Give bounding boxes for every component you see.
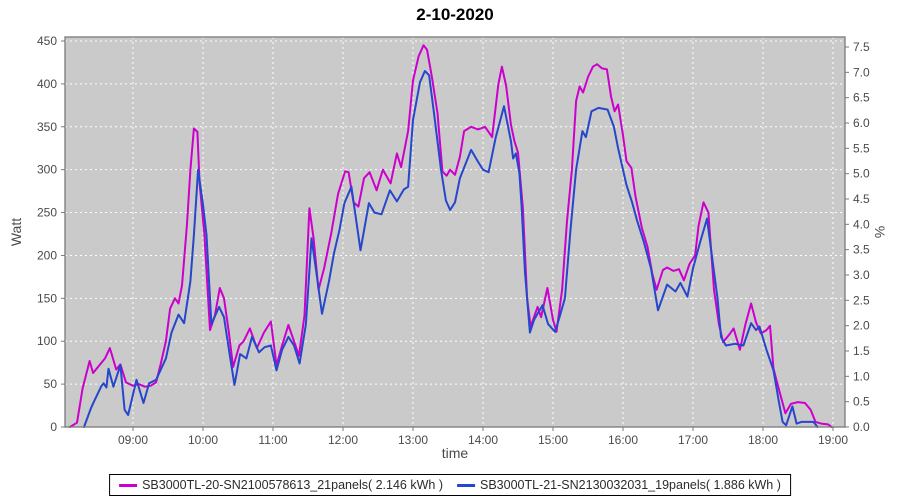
legend-entry-sb3000tl-21: SB3000TL-21-SN2130032031_19panels( 1.886… — [457, 478, 781, 492]
watt-tick-label: 0 — [50, 420, 57, 434]
pct-tick-label: 6.0 — [853, 116, 870, 130]
watt-tick-label: 250 — [37, 206, 57, 220]
pct-tick-label: 3.5 — [853, 243, 870, 257]
series-line-0 — [69, 44, 833, 428]
watt-tick-label: 50 — [44, 377, 58, 391]
watt-tick-label: 200 — [37, 248, 57, 262]
watt-tick-label: 150 — [37, 291, 57, 305]
pct-tick-label: 2.0 — [853, 319, 870, 333]
legend-line-swatch-blue — [457, 483, 475, 487]
pct-tick-label: 5.0 — [853, 167, 870, 181]
left-axis-label: Watt — [8, 217, 24, 247]
pct-tick-label: 7.0 — [853, 65, 870, 79]
time-tick-label: 15:00 — [538, 433, 568, 447]
time-tick-label: 17:00 — [678, 433, 708, 447]
pct-tick-label: 0.5 — [853, 395, 870, 409]
plot-border — [64, 36, 846, 428]
pct-tick-label: 5.5 — [853, 141, 870, 155]
chart-title: 2-10-2020 — [416, 5, 494, 24]
legend-entry-label: SB3000TL-21-SN2130032031_19panels( 1.886… — [480, 478, 781, 492]
watt-tick-label: 450 — [37, 34, 57, 48]
time-tick-label: 19:00 — [818, 433, 848, 447]
plot-area — [65, 37, 845, 427]
legend-entry-sb3000tl-20: SB3000TL-20-SN2100578613_21panels( 2.146… — [119, 478, 443, 492]
watt-tick-label: 300 — [37, 163, 57, 177]
pct-tick-label: 4.0 — [853, 217, 870, 231]
right-axis-label: % — [872, 225, 888, 239]
time-tick-label: 18:00 — [748, 433, 778, 447]
time-tick-label: 10:00 — [188, 433, 218, 447]
watt-tick-label: 400 — [37, 77, 57, 91]
pct-tick-label: 3.0 — [853, 268, 870, 282]
series-line-1 — [83, 70, 819, 428]
time-tick-label: 12:00 — [328, 433, 358, 447]
legend-entry-label: SB3000TL-20-SN2100578613_21panels( 2.146… — [142, 478, 443, 492]
legend-line-swatch-magenta — [119, 483, 138, 487]
pct-tick-label: 7.5 — [853, 40, 870, 54]
time-tick-label: 16:00 — [608, 433, 638, 447]
legend-box: SB3000TL-20-SN2100578613_21panels( 2.146… — [109, 474, 791, 496]
pct-tick-label: 2.5 — [853, 293, 870, 307]
pct-tick-label: 4.5 — [853, 192, 870, 206]
time-tick-label: 11:00 — [258, 433, 287, 447]
pct-tick-label: 1.5 — [853, 344, 870, 358]
pct-tick-label: 6.5 — [853, 91, 870, 105]
watt-tick-label: 350 — [37, 120, 57, 134]
watt-tick-label: 100 — [37, 334, 57, 348]
pct-tick-label: 1.0 — [853, 369, 870, 383]
time-tick-label: 14:00 — [468, 433, 498, 447]
bottom-axis-label: time — [441, 445, 469, 461]
time-tick-label: 13:00 — [398, 433, 428, 447]
time-tick-label: 09:00 — [118, 433, 148, 447]
pct-tick-label: 0.0 — [853, 420, 870, 434]
